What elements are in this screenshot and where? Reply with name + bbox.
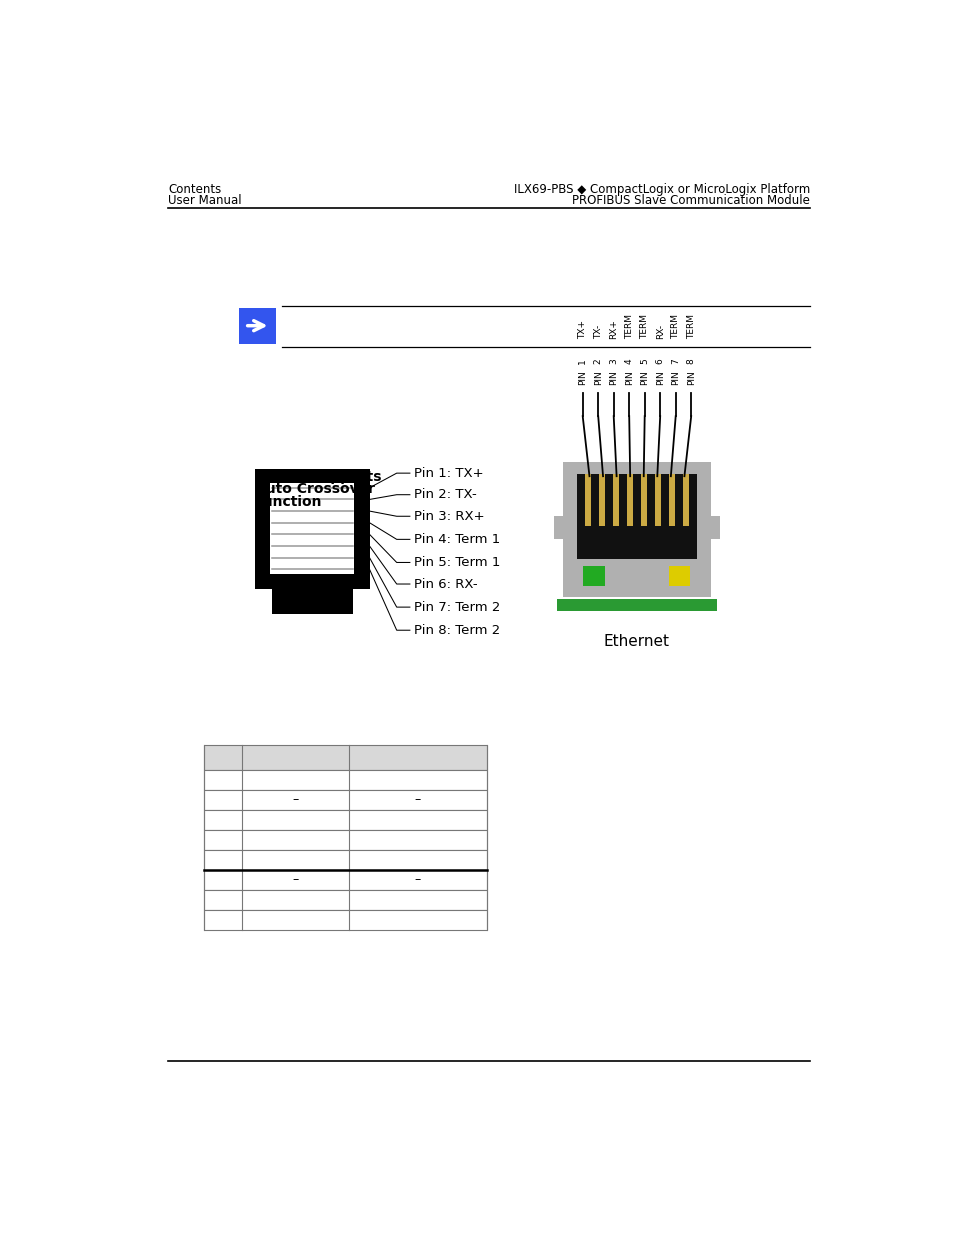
Text: TERM: TERM: [639, 314, 649, 340]
Bar: [353, 589, 369, 614]
Text: Auto Crossover: Auto Crossover: [254, 483, 375, 496]
Bar: [598, 474, 604, 526]
Text: –: –: [292, 793, 298, 806]
Bar: [557, 599, 716, 611]
Bar: [204, 810, 486, 830]
Bar: [612, 474, 618, 526]
Text: Pin 3: RX+: Pin 3: RX+: [414, 510, 484, 522]
Bar: [626, 474, 633, 526]
Bar: [668, 474, 674, 526]
Text: 7: 7: [671, 358, 679, 364]
Text: TERM: TERM: [624, 314, 633, 340]
Bar: [583, 567, 604, 585]
Bar: [668, 567, 690, 585]
Text: 4: 4: [624, 358, 633, 364]
Text: RX-: RX-: [655, 324, 664, 340]
Bar: [204, 789, 486, 810]
Bar: [204, 769, 486, 789]
Text: PIN: PIN: [671, 370, 679, 385]
Text: 8: 8: [686, 358, 695, 364]
Text: Pin 6: RX-: Pin 6: RX-: [414, 578, 476, 590]
Text: PIN: PIN: [593, 370, 602, 385]
Text: Device supports: Device supports: [254, 471, 381, 484]
Text: TERM: TERM: [686, 314, 695, 340]
Bar: [254, 469, 369, 614]
Text: Pin 4: Term 1: Pin 4: Term 1: [414, 532, 499, 546]
Text: Ethernet: Ethernet: [603, 634, 669, 650]
Text: TX+: TX+: [578, 320, 587, 340]
Text: Pin 1: TX+: Pin 1: TX+: [414, 467, 483, 479]
Text: Function: Function: [254, 495, 322, 509]
Bar: [204, 869, 486, 889]
Text: PIN: PIN: [578, 370, 587, 385]
Text: TERM: TERM: [671, 314, 679, 340]
Bar: [682, 474, 688, 526]
Text: –: –: [414, 793, 420, 806]
Text: PROFIBUS Slave Communication Module: PROFIBUS Slave Communication Module: [571, 194, 809, 207]
Bar: [562, 462, 710, 597]
Bar: [254, 589, 272, 614]
Text: PIN: PIN: [655, 370, 664, 385]
Bar: [270, 483, 354, 574]
Bar: [654, 474, 660, 526]
Bar: [239, 308, 275, 343]
Text: –: –: [414, 873, 420, 887]
Text: PIN: PIN: [639, 370, 649, 385]
Text: TX-: TX-: [593, 325, 602, 340]
Text: PIN: PIN: [609, 370, 618, 385]
Text: Pin 5: Term 1: Pin 5: Term 1: [414, 556, 499, 569]
Bar: [204, 745, 486, 769]
Bar: [204, 830, 486, 850]
Text: User Manual: User Manual: [168, 194, 241, 207]
Text: Contents: Contents: [168, 183, 221, 196]
Bar: [710, 516, 720, 540]
Bar: [554, 516, 562, 540]
Text: ILX69-PBS ◆ CompactLogix or MicroLogix Platform: ILX69-PBS ◆ CompactLogix or MicroLogix P…: [513, 183, 809, 196]
Text: PIN: PIN: [624, 370, 633, 385]
Text: Pin 7: Term 2: Pin 7: Term 2: [414, 600, 499, 614]
Bar: [204, 910, 486, 930]
Bar: [584, 474, 591, 526]
Text: 6: 6: [655, 358, 664, 364]
Text: –: –: [292, 873, 298, 887]
Text: 2: 2: [593, 358, 602, 364]
Text: 1: 1: [578, 358, 587, 364]
Bar: [204, 850, 486, 869]
Bar: [577, 474, 696, 558]
Text: Pin 2: TX-: Pin 2: TX-: [414, 488, 476, 501]
Text: RX+: RX+: [609, 320, 618, 340]
Text: Pin 8: Term 2: Pin 8: Term 2: [414, 624, 499, 637]
Text: 5: 5: [639, 358, 649, 364]
Text: 3: 3: [609, 358, 618, 364]
Bar: [204, 889, 486, 910]
Bar: [640, 474, 646, 526]
Text: PIN: PIN: [686, 370, 695, 385]
